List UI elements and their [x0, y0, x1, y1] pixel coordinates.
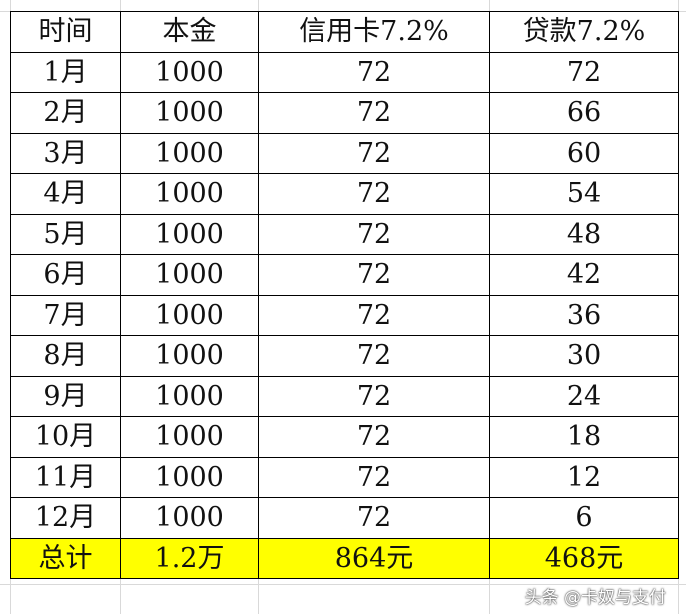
credit-card-interest-cell[interactable]: 72 — [258, 294, 490, 336]
month-cell[interactable]: 12月 — [10, 497, 121, 539]
principal-cell[interactable]: 1000 — [120, 497, 259, 539]
month-cell[interactable]: 11月 — [10, 456, 121, 498]
month-cell[interactable]: 1月 — [10, 51, 121, 93]
watermark: 头条 @卡奴与支付 — [524, 588, 666, 608]
table-row: 2月 1000 72 66 — [10, 92, 679, 134]
credit-card-interest-cell[interactable]: 信用卡7.2% — [258, 11, 490, 53]
principal-cell[interactable]: 1000 — [120, 173, 259, 215]
credit-card-interest-cell[interactable]: 72 — [258, 375, 490, 417]
principal-cell[interactable]: 1000 — [120, 92, 259, 134]
principal-cell[interactable]: 1000 — [120, 254, 259, 296]
month-cell[interactable]: 6月 — [10, 254, 121, 296]
table-row: 3月 1000 72 60 — [10, 132, 679, 174]
loan-interest-cell[interactable]: 42 — [489, 254, 679, 296]
loan-interest-cell[interactable]: 468元 — [489, 537, 679, 579]
principal-cell[interactable]: 1000 — [120, 335, 259, 377]
month-cell[interactable]: 4月 — [10, 173, 121, 215]
credit-card-interest-cell[interactable]: 72 — [258, 92, 490, 134]
table-row: 6月 1000 72 42 — [10, 254, 679, 296]
principal-cell[interactable]: 本金 — [120, 11, 259, 53]
table-row: 7月 1000 72 36 — [10, 294, 679, 336]
loan-interest-cell[interactable]: 12 — [489, 456, 679, 498]
principal-cell[interactable]: 1000 — [120, 416, 259, 458]
header-row: 时间 本金 信用卡7.2% 贷款7.2% — [10, 11, 679, 53]
loan-interest-cell[interactable]: 36 — [489, 294, 679, 336]
principal-cell[interactable]: 1000 — [120, 213, 259, 255]
table-row: 9月 1000 72 24 — [10, 375, 679, 417]
table-row: 12月 1000 72 6 — [10, 497, 679, 539]
loan-interest-cell[interactable]: 6 — [489, 497, 679, 539]
month-cell[interactable]: 2月 — [10, 92, 121, 134]
month-cell[interactable]: 7月 — [10, 294, 121, 336]
credit-card-interest-cell[interactable]: 72 — [258, 51, 490, 93]
loan-interest-cell[interactable]: 24 — [489, 375, 679, 417]
credit-card-interest-cell[interactable]: 72 — [258, 416, 490, 458]
loan-interest-cell[interactable]: 48 — [489, 213, 679, 255]
month-cell[interactable]: 总计 — [10, 537, 121, 579]
loan-interest-cell[interactable]: 54 — [489, 173, 679, 215]
credit-card-interest-cell[interactable]: 72 — [258, 213, 490, 255]
month-cell[interactable]: 9月 — [10, 375, 121, 417]
credit-card-interest-cell[interactable]: 72 — [258, 456, 490, 498]
table-row: 5月 1000 72 48 — [10, 213, 679, 255]
table-row: 11月 1000 72 12 — [10, 456, 679, 498]
credit-card-interest-cell[interactable]: 72 — [258, 497, 490, 539]
principal-cell[interactable]: 1000 — [120, 294, 259, 336]
table-row: 10月 1000 72 18 — [10, 416, 679, 458]
table-row: 1月 1000 72 72 — [10, 51, 679, 93]
principal-cell[interactable]: 1000 — [120, 51, 259, 93]
principal-cell[interactable]: 1.2万 — [120, 537, 259, 579]
interest-comparison-table: 时间 本金 信用卡7.2% 贷款7.2% 1月 1000 72 72 2月 1000 72 66 3月 1… — [10, 11, 679, 579]
loan-interest-cell[interactable]: 66 — [489, 92, 679, 134]
loan-interest-cell[interactable]: 贷款7.2% — [489, 11, 679, 53]
month-cell[interactable]: 时间 — [10, 11, 121, 53]
month-cell[interactable]: 5月 — [10, 213, 121, 255]
principal-cell[interactable]: 1000 — [120, 132, 259, 174]
loan-interest-cell[interactable]: 60 — [489, 132, 679, 174]
loan-interest-cell[interactable]: 18 — [489, 416, 679, 458]
credit-card-interest-cell[interactable]: 72 — [258, 254, 490, 296]
month-cell[interactable]: 10月 — [10, 416, 121, 458]
total-row: 总计 1.2万 864元 468元 — [10, 537, 679, 579]
credit-card-interest-cell[interactable]: 864元 — [258, 537, 490, 579]
month-cell[interactable]: 3月 — [10, 132, 121, 174]
principal-cell[interactable]: 1000 — [120, 375, 259, 417]
credit-card-interest-cell[interactable]: 72 — [258, 173, 490, 215]
principal-cell[interactable]: 1000 — [120, 456, 259, 498]
credit-card-interest-cell[interactable]: 72 — [258, 132, 490, 174]
table-row: 4月 1000 72 54 — [10, 173, 679, 215]
table-row: 8月 1000 72 30 — [10, 335, 679, 377]
loan-interest-cell[interactable]: 72 — [489, 51, 679, 93]
credit-card-interest-cell[interactable]: 72 — [258, 335, 490, 377]
month-cell[interactable]: 8月 — [10, 335, 121, 377]
loan-interest-cell[interactable]: 30 — [489, 335, 679, 377]
